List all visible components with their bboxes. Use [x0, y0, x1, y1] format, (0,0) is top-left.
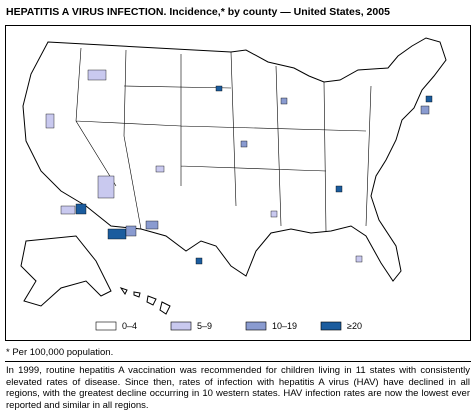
- rule: [5, 361, 471, 362]
- legend-swatch: [320, 321, 342, 331]
- frame: [5, 25, 471, 341]
- footnote: * Per 100,000 population.: [6, 347, 114, 358]
- hawaii: [119, 287, 171, 315]
- county-shading: [45, 69, 433, 265]
- legend-label: 10–19: [272, 321, 297, 331]
- legend-swatch: [245, 321, 267, 331]
- state-lines: [75, 47, 372, 232]
- legend-swatch: [95, 321, 117, 331]
- title: HEPATITIS A VIRUS INFECTION. Incidence,*…: [6, 6, 390, 18]
- map: 0–4 5–9 10–19 ≥20: [20, 37, 447, 331]
- legend-label: 5–9: [197, 321, 212, 331]
- legend-label: ≥20: [347, 321, 362, 331]
- legend-swatch: [170, 321, 192, 331]
- alaska: [20, 235, 112, 307]
- legend: 0–4 5–9 10–19 ≥20: [95, 321, 362, 331]
- legend-label: 0–4: [122, 321, 137, 331]
- caption-text: In 1999, routine hepatitis A vaccination…: [6, 365, 470, 411]
